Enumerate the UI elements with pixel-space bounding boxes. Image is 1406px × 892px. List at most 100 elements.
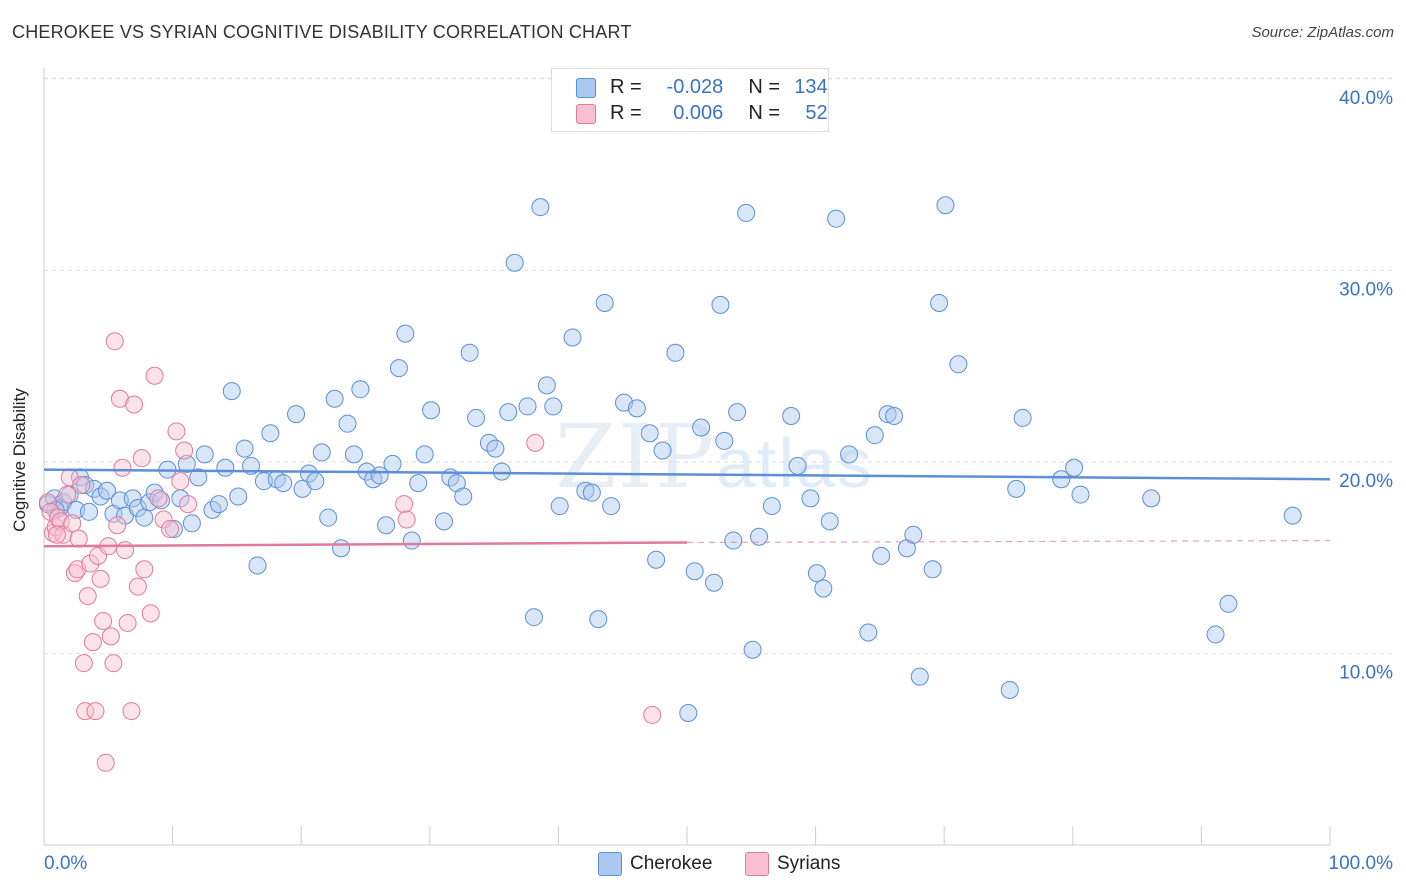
cherokee-point bbox=[1142, 489, 1161, 508]
syrians-point bbox=[63, 514, 82, 533]
cherokee-point bbox=[189, 468, 208, 487]
syrians-point bbox=[167, 422, 186, 441]
cherokee-point bbox=[306, 472, 325, 491]
cherokee-point bbox=[705, 573, 724, 592]
cherokee-point bbox=[152, 491, 171, 510]
cherokee-point bbox=[589, 610, 608, 629]
syrians-point bbox=[76, 702, 95, 721]
cherokee-point bbox=[936, 196, 955, 215]
cherokee-point bbox=[1007, 479, 1026, 498]
cherokee-point bbox=[531, 198, 550, 217]
bottom-legend-swatch-syrians bbox=[745, 852, 769, 876]
cherokee-point bbox=[602, 497, 621, 516]
cherokee-point bbox=[872, 546, 891, 565]
cherokee-point bbox=[627, 399, 646, 418]
cherokee-point bbox=[216, 458, 235, 477]
syrians-point bbox=[161, 520, 180, 539]
cherokee-point bbox=[140, 493, 159, 512]
syrians-point bbox=[128, 577, 147, 596]
legend-swatch-cherokee bbox=[576, 78, 596, 98]
cherokee-point bbox=[505, 253, 524, 272]
cherokee-point bbox=[1219, 594, 1238, 613]
syrians-point bbox=[397, 510, 416, 529]
syrians-point bbox=[72, 475, 91, 494]
cherokee-point bbox=[338, 414, 357, 433]
syrians-point bbox=[118, 613, 137, 632]
cherokee-point bbox=[312, 443, 331, 462]
cherokee-point bbox=[222, 382, 241, 401]
syrians-point bbox=[47, 525, 66, 544]
cherokee-point bbox=[544, 397, 563, 416]
cherokee-point bbox=[402, 531, 421, 550]
cherokee-point bbox=[715, 431, 734, 450]
cherokee-point bbox=[865, 426, 884, 445]
cherokee-point bbox=[195, 445, 214, 464]
syrians-point bbox=[149, 489, 168, 508]
cherokee-point bbox=[1071, 485, 1090, 504]
cherokee-point bbox=[1065, 458, 1084, 477]
cherokee-point bbox=[182, 514, 201, 533]
cherokee-point bbox=[274, 474, 293, 493]
cherokee-point bbox=[537, 376, 556, 395]
syrians-point bbox=[108, 516, 127, 535]
syrians-point bbox=[58, 485, 77, 504]
syrians-point bbox=[83, 633, 102, 652]
syrians-point bbox=[96, 753, 115, 772]
legend-n-label: N = bbox=[748, 76, 781, 98]
cherokee-point bbox=[827, 209, 846, 228]
watermark: ZIPatlas bbox=[555, 405, 874, 508]
cherokee-point bbox=[1000, 681, 1019, 700]
bottom-legend-swatch-cherokee bbox=[598, 852, 622, 876]
cherokee-point bbox=[904, 525, 923, 544]
cherokee-point bbox=[807, 564, 826, 583]
cherokee-point bbox=[595, 293, 614, 312]
syrians-point bbox=[101, 627, 120, 646]
cherokee-point bbox=[524, 608, 543, 627]
syrians-point bbox=[179, 495, 198, 514]
syrians-point bbox=[643, 705, 662, 724]
cherokee-point bbox=[923, 560, 942, 579]
cherokee-point bbox=[135, 508, 154, 527]
syrians-point bbox=[113, 458, 132, 477]
cherokee-point bbox=[814, 579, 833, 598]
syrians-point bbox=[86, 702, 105, 721]
cherokee-point bbox=[666, 343, 685, 362]
cherokee-point bbox=[80, 502, 99, 521]
cherokee-point bbox=[840, 445, 859, 464]
cherokee-point bbox=[486, 439, 505, 458]
cherokee-point bbox=[351, 380, 370, 399]
syrians-point bbox=[81, 554, 100, 573]
cherokee-point bbox=[492, 462, 511, 481]
x-tick-label: 0.0% bbox=[44, 853, 87, 874]
legend-n-value: 52 bbox=[805, 102, 828, 124]
cherokee-point bbox=[563, 328, 582, 347]
cherokee-point bbox=[640, 424, 659, 443]
syrians-point bbox=[171, 472, 190, 491]
legend-text-cherokee: R = -0.028 N = 134 bbox=[610, 76, 828, 99]
cherokee-point bbox=[582, 483, 601, 502]
syrians-point bbox=[154, 510, 173, 529]
cherokee-point bbox=[123, 489, 142, 508]
cherokee-point bbox=[788, 456, 807, 475]
cherokee-trend-line bbox=[43, 468, 1331, 481]
cherokee-point bbox=[1283, 506, 1302, 525]
cherokee-point bbox=[930, 293, 949, 312]
bottom-legend-cherokee: Cherokee bbox=[598, 852, 712, 876]
cherokee-point bbox=[692, 418, 711, 437]
syrians-point bbox=[94, 612, 113, 631]
source-credit: Source: ZipAtlas.com bbox=[1251, 24, 1394, 41]
syrians-point bbox=[69, 529, 88, 548]
cherokee-point bbox=[460, 343, 479, 362]
cherokee-point bbox=[724, 531, 743, 550]
cherokee-point bbox=[878, 405, 897, 424]
cherokee-point bbox=[885, 407, 904, 426]
cherokee-point bbox=[737, 203, 756, 222]
cherokee-point bbox=[820, 512, 839, 531]
cherokee-point bbox=[377, 516, 396, 535]
legend-box: R = -0.028 N = 134 R = 0.006 N = 52 bbox=[551, 68, 829, 132]
syrians-point bbox=[141, 604, 160, 623]
cherokee-point bbox=[1013, 408, 1032, 427]
y-tick-label: 40.0% bbox=[1339, 88, 1393, 109]
bottom-legend-label-cherokee: Cherokee bbox=[630, 853, 713, 875]
legend-text-syrians: R = 0.006 N = 52 bbox=[610, 102, 828, 125]
